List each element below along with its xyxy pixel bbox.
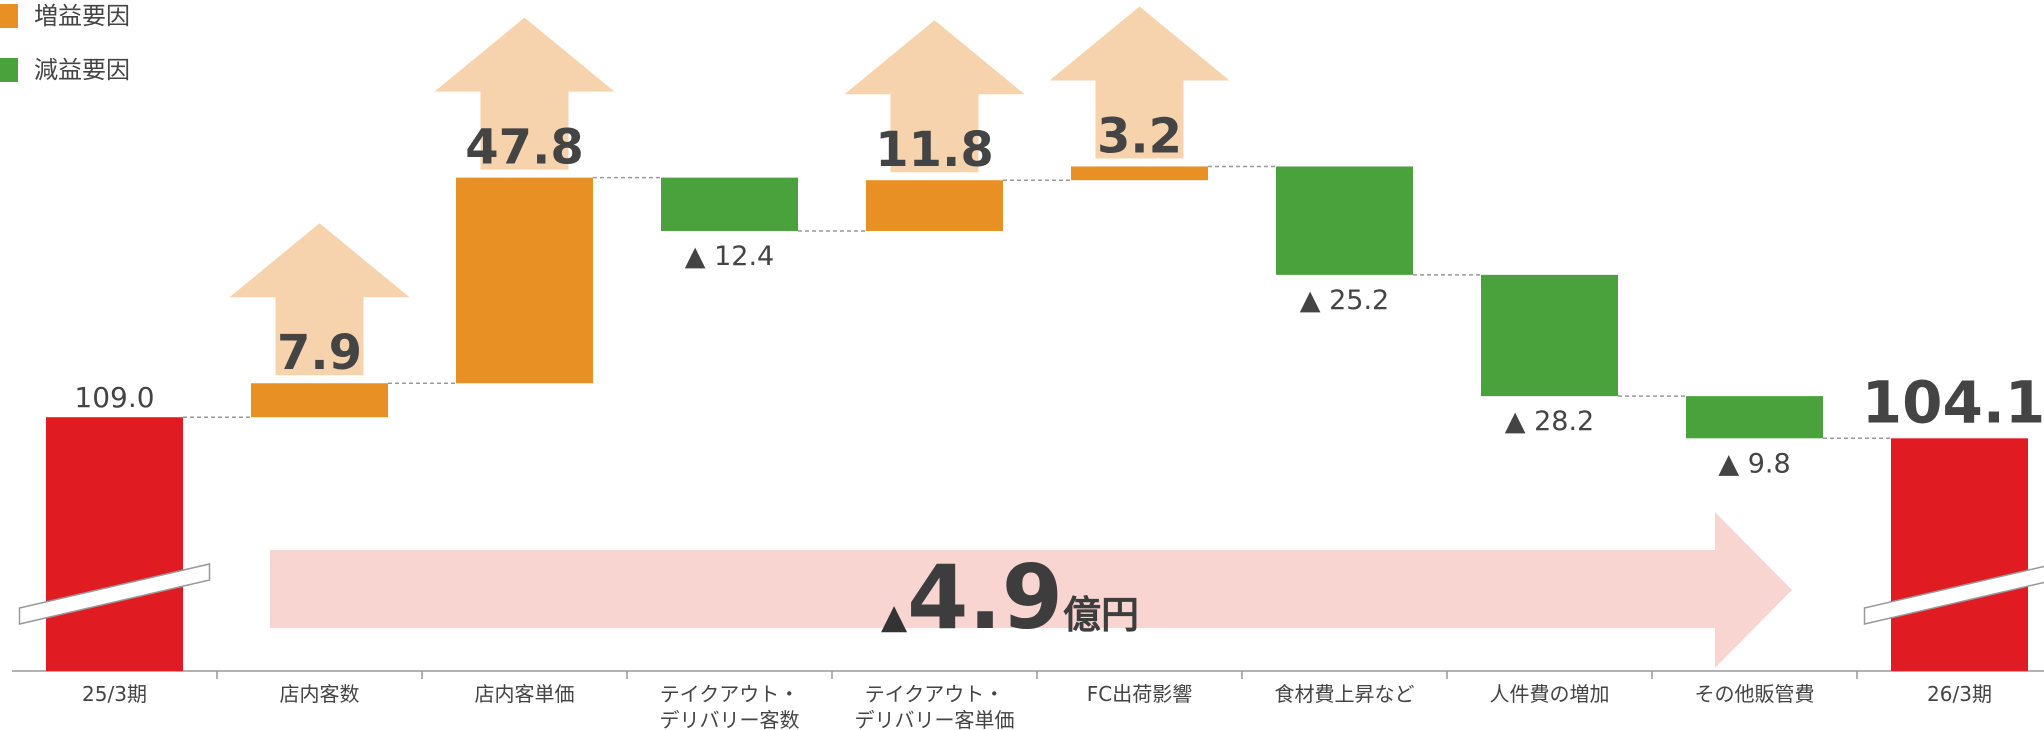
increase-arrow bbox=[844, 20, 1025, 173]
total-change-label: ▲4.9億円 bbox=[881, 546, 1139, 649]
decrease-bar bbox=[1276, 166, 1413, 275]
x-tick-line: テイクアウト・ bbox=[660, 682, 800, 706]
x-tick-line: 食材費上昇など bbox=[1275, 682, 1415, 706]
decrease-bar bbox=[1481, 274, 1618, 397]
x-tick-line: その他販管費 bbox=[1695, 682, 1815, 706]
total-change-arrow bbox=[270, 512, 1792, 668]
change-mark: ▲ bbox=[881, 597, 908, 637]
x-tick-line: 店内客数 bbox=[280, 682, 360, 706]
x-tick-label: FC出荷影響 bbox=[1087, 682, 1192, 706]
x-tick-label: 食材費上昇など bbox=[1275, 682, 1415, 706]
value-label: 109.0 bbox=[74, 381, 154, 414]
x-tick-label: 店内客数 bbox=[280, 682, 360, 706]
value-label: 3.2 bbox=[1097, 108, 1182, 164]
x-tick-label: その他販管費 bbox=[1695, 682, 1815, 706]
legend-label: 増益要因 bbox=[34, 2, 130, 30]
increase-bar bbox=[1071, 166, 1208, 181]
value-label: ▲ 25.2 bbox=[1300, 285, 1389, 316]
value-label: ▲ 9.8 bbox=[1718, 448, 1790, 479]
legend-label: 減益要因 bbox=[34, 56, 130, 84]
x-tick-label: 26/3期 bbox=[1927, 682, 1992, 706]
value-label: 7.9 bbox=[277, 325, 362, 381]
increase-arrow bbox=[1049, 6, 1230, 159]
value-label: 47.8 bbox=[465, 120, 583, 176]
x-tick-label: テイクアウト・デリバリー客単価 bbox=[855, 682, 1015, 730]
x-tick-line: 26/3期 bbox=[1927, 682, 1992, 706]
x-tick-line: 人件費の増加 bbox=[1490, 682, 1610, 706]
axis-break bbox=[18, 563, 211, 625]
x-tick-label: 25/3期 bbox=[82, 682, 147, 706]
increase-arrow bbox=[434, 17, 615, 170]
increase-bar bbox=[866, 180, 1003, 231]
legend-swatch bbox=[0, 58, 18, 82]
change-unit: 億円 bbox=[1063, 593, 1139, 637]
increase-arrow bbox=[229, 223, 410, 376]
x-tick-line: 店内客単価 bbox=[475, 682, 575, 706]
axis-break bbox=[1863, 565, 2044, 625]
value-label: ▲ 12.4 bbox=[685, 241, 774, 272]
decrease-bar bbox=[1686, 396, 1823, 439]
value-label: 11.8 bbox=[875, 122, 993, 178]
legend-swatch bbox=[0, 4, 18, 28]
change-value: 4.9 bbox=[907, 546, 1063, 649]
x-tick-line: デリバリー客単価 bbox=[855, 708, 1015, 730]
x-tick-label: 店内客単価 bbox=[475, 682, 575, 706]
x-tick-label: テイクアウト・デリバリー客数 bbox=[660, 682, 800, 730]
x-tick-line: 25/3期 bbox=[82, 682, 147, 706]
x-tick-label: 人件費の増加 bbox=[1490, 682, 1610, 706]
total-bar bbox=[46, 417, 183, 671]
total-bar bbox=[1891, 438, 2028, 671]
decrease-bar bbox=[661, 177, 798, 231]
increase-bar bbox=[251, 383, 388, 418]
x-tick-line: FC出荷影響 bbox=[1087, 682, 1192, 706]
value-label: ▲ 28.2 bbox=[1505, 406, 1594, 437]
increase-bar bbox=[456, 177, 593, 384]
x-tick-line: デリバリー客数 bbox=[660, 708, 800, 730]
x-tick-line: テイクアウト・ bbox=[865, 682, 1005, 706]
value-label: 104.1 bbox=[1862, 368, 2044, 436]
